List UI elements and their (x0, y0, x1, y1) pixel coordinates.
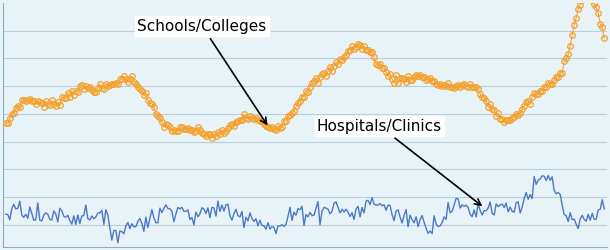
Text: Schools/Colleges: Schools/Colleges (137, 18, 267, 124)
Text: Hospitals/Clinics: Hospitals/Clinics (317, 118, 481, 205)
